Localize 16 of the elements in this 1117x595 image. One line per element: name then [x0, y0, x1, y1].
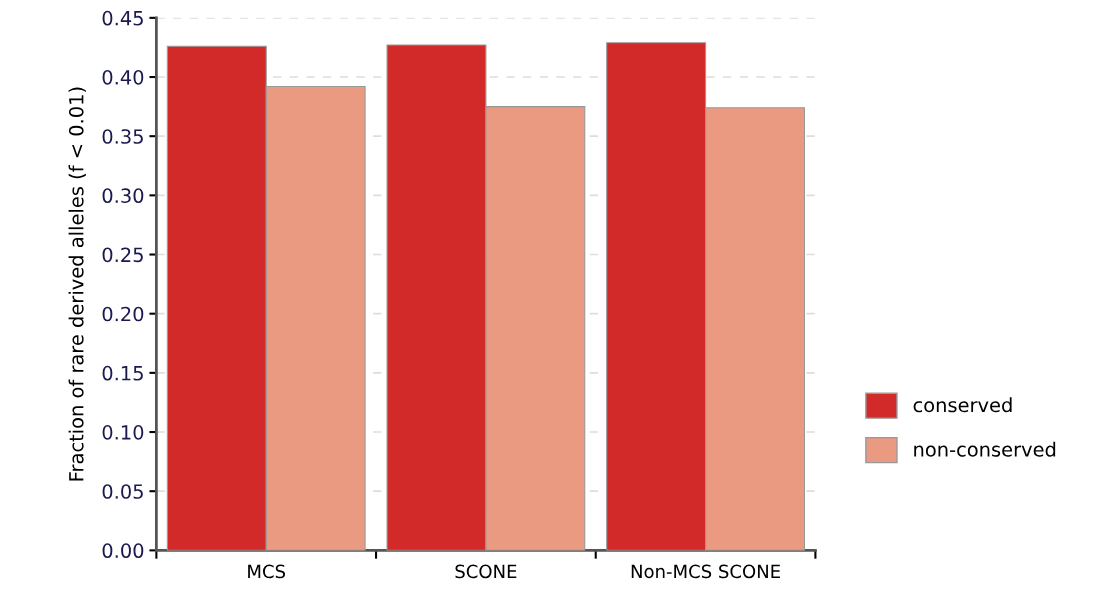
y-tick-label: 0.20 — [102, 306, 144, 322]
y-tick-label: 0.05 — [102, 484, 143, 499]
x-tick-label: MCS — [248, 564, 286, 579]
y-tick-label: 0.30 — [102, 188, 144, 204]
y-tick-label: 0.35 — [102, 129, 143, 144]
y-tick-label: 0.10 — [102, 424, 144, 440]
x-tick-label: SCONE — [455, 564, 517, 579]
legend-label: conserved — [913, 397, 1012, 413]
y-tick-label: 0.25 — [102, 247, 143, 263]
y-axis-title: Fraction of rare derived alleles (f < 0.01) — [68, 87, 86, 481]
x-tick-label: Non-MCS SCONE — [631, 564, 780, 579]
y-tick-label: 0.40 — [102, 69, 144, 85]
y-tick-label: 0.00 — [102, 543, 144, 559]
y-tick-label: 0.45 — [102, 10, 143, 26]
y-tick-label: 0.15 — [102, 365, 143, 381]
legend-label: non-conserved — [914, 441, 1056, 457]
